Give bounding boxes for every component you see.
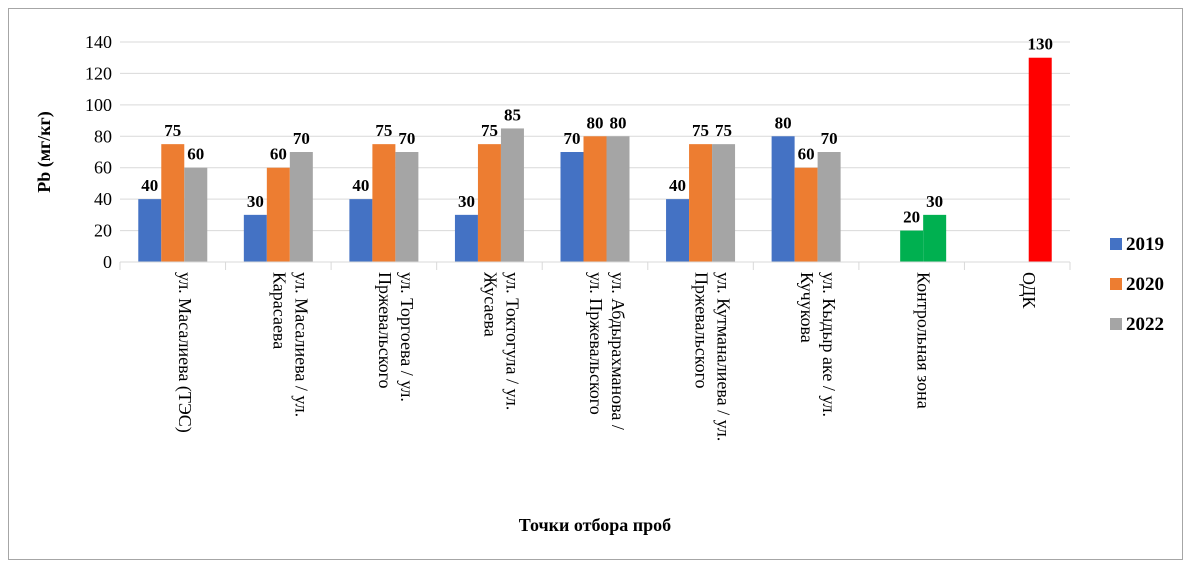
bar: [266, 167, 290, 262]
category-label: Жусаева: [480, 272, 500, 337]
bar: [606, 136, 630, 262]
bar-value-label: 85: [504, 105, 521, 124]
bar-value-label: 75: [692, 121, 709, 140]
y-axis-title: Pb (мг/кг): [34, 111, 55, 192]
bar: [689, 144, 713, 262]
category-label: Кучукова: [797, 272, 817, 343]
bar-value-label: 40: [141, 176, 158, 195]
bar: [477, 144, 501, 262]
y-axis-ticks: 0 20 40 60 80 100 120 140: [85, 32, 112, 272]
bar-value-label: 60: [187, 145, 204, 164]
category-label: ул. Пржевальского: [586, 272, 606, 415]
bar-value-label: 75: [164, 121, 181, 140]
bar-value-label: 60: [798, 145, 815, 164]
bar-value-label: 70: [821, 129, 838, 148]
bar-value-label: 75: [715, 121, 732, 140]
bar-value-label: 130: [1027, 35, 1053, 54]
category-label: ул. Масалиева / ул.: [291, 272, 311, 417]
data-labels: 40 75 60 30 60 70 40 75 70 30 75 85 70 80 80 40 75 75 80 60…: [141, 35, 1053, 227]
legend-label: 2020: [1126, 274, 1164, 295]
bar: [900, 230, 924, 262]
bar: [1028, 57, 1052, 262]
bar: [583, 136, 607, 262]
y-tick-label: 100: [85, 95, 112, 115]
bar-value-label: 70: [293, 129, 310, 148]
y-tick-label: 140: [85, 32, 112, 52]
category-label: Пржевальского: [375, 272, 395, 389]
category-label: ул. Торгоева / ул.: [397, 272, 417, 402]
y-tick-label: 20: [94, 221, 112, 241]
category-label: ул. Токтогула / ул.: [502, 272, 522, 410]
bar-value-label: 75: [481, 121, 498, 140]
bar-value-label: 60: [270, 145, 287, 164]
bar: [454, 214, 478, 262]
category-label: ул. Масалиева (ТЭС): [174, 272, 195, 433]
bar-value-label: 70: [564, 129, 581, 148]
bar: [712, 144, 736, 262]
legend-swatch: [1110, 318, 1122, 330]
bar: [817, 152, 841, 262]
y-tick-label: 120: [85, 63, 112, 83]
bar-value-label: 80: [775, 113, 792, 132]
category-label: ул. Кутманалиева / ул.: [714, 272, 734, 441]
bar: [794, 167, 818, 262]
bars: [138, 57, 1052, 262]
bar-value-label: 80: [587, 113, 604, 132]
legend-label: 2019: [1126, 234, 1164, 255]
bar: [289, 152, 313, 262]
bar: [560, 152, 584, 262]
category-label: ОДК: [1019, 272, 1039, 309]
bar-value-label: 70: [398, 129, 415, 148]
category-label: Контрольная зона: [914, 272, 934, 409]
y-tick-label: 40: [94, 189, 112, 209]
bar: [923, 214, 947, 262]
y-tick-label: 80: [94, 126, 112, 146]
bar: [349, 199, 373, 262]
y-tick-label: 0: [103, 252, 112, 272]
legend-swatch: [1110, 278, 1122, 290]
legend-swatch: [1110, 238, 1122, 250]
legend: 2019 2020 2022: [1110, 234, 1164, 335]
bar: [395, 152, 419, 262]
bar: [138, 199, 162, 262]
chart-frame: [8, 8, 1183, 560]
bar: [372, 144, 396, 262]
category-label: ул. Абдырахманова /: [608, 272, 628, 430]
x-axis-title: Точки отбора проб: [519, 515, 671, 535]
bar-value-label: 80: [610, 113, 627, 132]
bar-value-label: 30: [458, 192, 475, 211]
legend-label: 2022: [1126, 314, 1164, 335]
bar-value-label: 40: [352, 176, 369, 195]
bar-value-label: 40: [669, 176, 686, 195]
bar-value-label: 30: [247, 192, 264, 211]
bar-value-label: 75: [375, 121, 392, 140]
bar-value-label: 20: [903, 208, 920, 227]
category-labels: ул. Масалиева (ТЭС) ул. Масалиева / ул.Ка…: [174, 272, 1039, 441]
bar: [243, 214, 267, 262]
bar: [666, 199, 690, 262]
bar-value-label: 30: [926, 192, 943, 211]
bar: [161, 144, 185, 262]
category-label: Карасаева: [269, 272, 289, 349]
category-label: Пржевальского: [692, 272, 712, 389]
bar: [500, 128, 524, 262]
bar: [771, 136, 795, 262]
bar: [184, 167, 208, 262]
y-tick-label: 60: [94, 158, 112, 178]
category-label: ул. Кыдыр аке / ул.: [819, 272, 839, 417]
